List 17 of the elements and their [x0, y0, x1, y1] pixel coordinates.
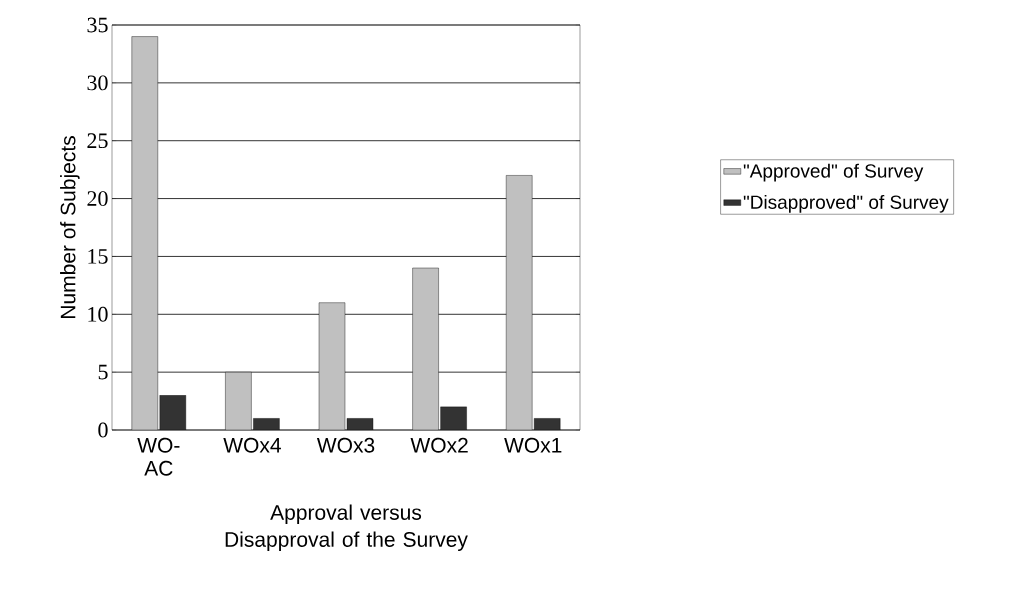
x-axis-title: Approval versus Disapproval of the Survey — [225, 504, 468, 552]
x-tick-label: WOx1 — [504, 437, 562, 453]
y-tick-label: 20 — [87, 191, 108, 206]
x-tick-label: WO-AC — [137, 437, 180, 476]
y-tick-label: 10 — [88, 306, 108, 322]
x-tick-label: WOx4 — [223, 437, 281, 453]
y-tick-label: 35 — [87, 17, 108, 33]
y-tick-label: 0 — [98, 422, 108, 438]
y-tick-label: 25 — [87, 133, 108, 149]
y-tick-label: 15 — [88, 249, 108, 264]
y-tick-label: 5 — [98, 364, 108, 380]
legend-label: "Approved" of Survey — [743, 163, 924, 182]
x-tick-label: WOx3 — [316, 437, 375, 453]
y-axis-title: Number of Subjects — [60, 136, 80, 318]
y-tick-label: 30 — [87, 75, 108, 91]
x-tick-label: WOx2 — [410, 437, 468, 453]
legend-label: "Disapproved" of Survey — [743, 194, 949, 213]
